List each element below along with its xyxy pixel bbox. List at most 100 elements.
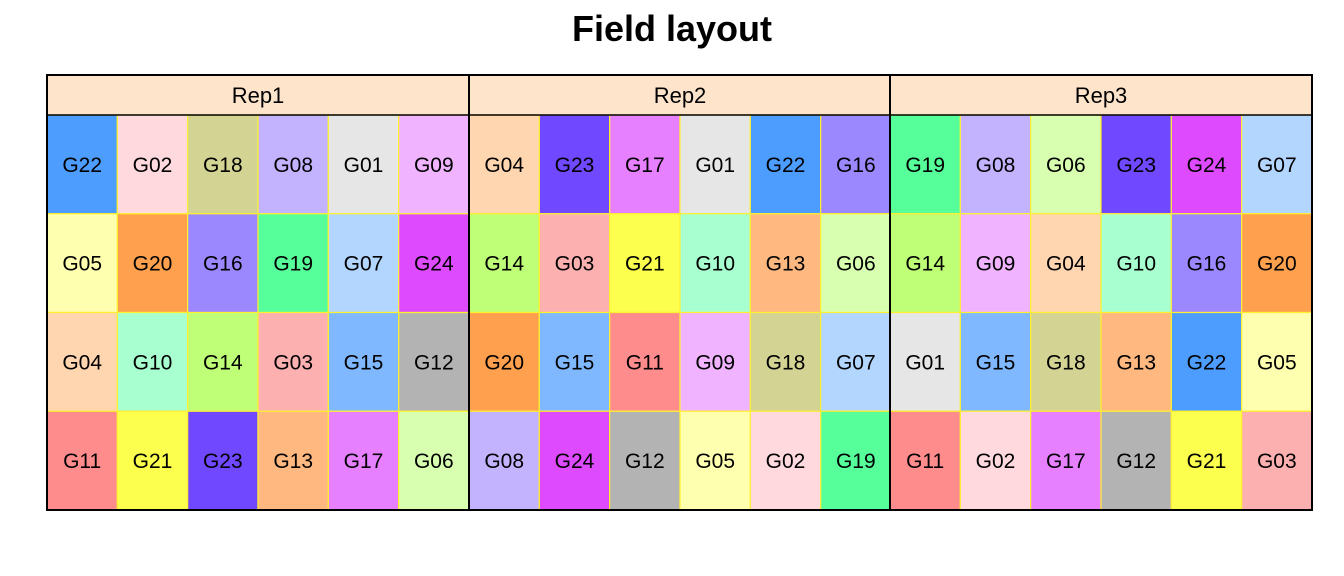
plot-tile-g09 <box>679 311 751 412</box>
plot-tile-label: G16 <box>836 154 876 177</box>
plot-tile-label: G18 <box>203 154 243 177</box>
plot-tile-g23 <box>187 410 259 511</box>
plot-tile-label: G11 <box>906 450 944 473</box>
plot-tile-label: G02 <box>766 450 806 473</box>
plot-tile-label: G23 <box>555 154 595 177</box>
plot-tile-label: G05 <box>695 450 735 473</box>
plot-tile-g06 <box>398 410 470 511</box>
plot-tile-label: G06 <box>836 253 876 276</box>
plot-tile-g05 <box>679 410 751 511</box>
plot-tile-g13 <box>749 213 822 314</box>
plot-tile-label: G24 <box>555 450 595 473</box>
plot-tile-g24 <box>398 213 470 314</box>
plot-tile-label: G13 <box>273 450 313 473</box>
plot-tile-label: G01 <box>695 154 735 177</box>
plot-tile-label: G04 <box>62 351 102 374</box>
facet-strip-label: Rep3 <box>1075 83 1128 108</box>
plot-tile-g09 <box>959 213 1032 314</box>
plot-tile-label: G19 <box>905 154 945 177</box>
plot-tile-label: G08 <box>273 154 313 177</box>
plot-tile-g07 <box>820 311 892 412</box>
plot-tile-g22 <box>749 114 822 215</box>
plot-tile-label: G15 <box>976 351 1016 374</box>
plot-tile-label: G14 <box>203 351 243 374</box>
plot-tile-g07 <box>327 213 400 314</box>
plot-tile-g04 <box>1030 213 1102 314</box>
plot-tile-g17 <box>609 114 681 215</box>
plot-tile-g19 <box>820 410 892 511</box>
plot-tile-label: G05 <box>1257 351 1297 374</box>
plot-tile-label: G13 <box>1116 351 1156 374</box>
plot-tile-g13 <box>1100 311 1172 412</box>
plot-tile-label: G10 <box>1116 253 1156 276</box>
plot-tile-g12 <box>609 410 681 511</box>
chart-title: Field layout <box>571 8 773 49</box>
plot-tile-label: G12 <box>414 351 454 374</box>
plot-tile-label: G06 <box>414 450 454 473</box>
plot-tile-g06 <box>820 213 892 314</box>
plot-tile-g03 <box>1241 410 1313 511</box>
facet-strip-label: Rep2 <box>654 83 707 108</box>
facet-strip-bg <box>890 75 1312 115</box>
plot-tile-label: G14 <box>484 253 524 276</box>
plot-tile-label: G11 <box>626 351 664 374</box>
plot-tile-g21 <box>1170 410 1243 511</box>
plot-tile-g12 <box>398 311 470 412</box>
plot-tile-g24 <box>538 410 611 511</box>
plot-tile-label: G12 <box>1116 450 1156 473</box>
plot-tile-g06 <box>1030 114 1102 215</box>
plot-tile-label: G16 <box>203 253 243 276</box>
plot-tile-label: G01 <box>344 154 384 177</box>
plot-tile-label: G17 <box>344 450 384 473</box>
facet-panel-rep1: Rep1 G22 G02 G18 G08 G01 G09 G05 G20 G16 G19 G07 G24… <box>46 74 470 511</box>
plot-tile-label: G07 <box>344 253 384 276</box>
plot-tile-label: G22 <box>766 154 806 177</box>
plot-tile-label: G08 <box>484 450 524 473</box>
plot-tile-label: G18 <box>766 351 806 374</box>
plot-tile-g20 <box>1241 213 1313 314</box>
plot-tile-label: G20 <box>1257 253 1297 276</box>
plot-tile-label: G03 <box>555 253 595 276</box>
plot-tile-g09 <box>398 114 470 215</box>
plot-tile-label: G17 <box>1046 450 1086 473</box>
plot-tile-label: G03 <box>273 351 313 374</box>
facet-panel-rep3: Rep3 G19 G08 G06 G23 G24 G07 G14 G09 G04 G10 G16 G20… <box>889 74 1313 511</box>
plot-tile-g19 <box>257 213 329 314</box>
plot-tile-g17 <box>1030 410 1102 511</box>
plot-tile-g15 <box>538 311 611 412</box>
facet-strip-label: Rep1 <box>232 83 285 108</box>
plot-tile-g15 <box>327 311 400 412</box>
plot-tile-g22 <box>1170 311 1243 412</box>
plot-tile-g23 <box>1100 114 1172 215</box>
plot-tile-g05 <box>46 213 118 314</box>
plot-tile-label: G21 <box>1187 450 1227 473</box>
plot-tile-label: G24 <box>414 253 454 276</box>
facet-strip-bg <box>469 75 891 115</box>
plot-tile-label: G07 <box>1257 154 1297 177</box>
plot-tile-g14 <box>468 213 540 314</box>
plot-tile-label: G05 <box>62 253 102 276</box>
plot-tile-g01 <box>327 114 400 215</box>
plot-tile-label: G23 <box>203 450 243 473</box>
plot-tile-label: G18 <box>1046 351 1086 374</box>
plot-tile-label: G22 <box>62 154 102 177</box>
plot-tile-g10 <box>116 311 189 412</box>
plot-tile-label: G16 <box>1187 253 1227 276</box>
plot-tile-label: G10 <box>695 253 735 276</box>
plot-tile-label: G22 <box>1187 351 1227 374</box>
plot-tile-label: G02 <box>976 450 1016 473</box>
plot-tile-label: G19 <box>836 450 876 473</box>
plot-tile-label: G04 <box>484 154 524 177</box>
plot-tile-g12 <box>1100 410 1172 511</box>
plot-tile-label: G13 <box>766 253 806 276</box>
plot-tile-label: G11 <box>63 450 101 473</box>
plot-tile-label: G09 <box>695 351 735 374</box>
plot-tile-label: G04 <box>1046 253 1086 276</box>
plot-tile-g20 <box>116 213 189 314</box>
plot-tile-label: G01 <box>905 351 945 374</box>
plot-tile-label: G07 <box>836 351 876 374</box>
plot-tile-label: G09 <box>414 154 454 177</box>
plot-tile-label: G21 <box>133 450 173 473</box>
plot-tile-g05 <box>1241 311 1313 412</box>
